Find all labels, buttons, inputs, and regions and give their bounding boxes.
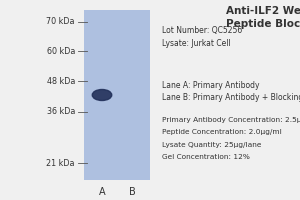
Text: Lane A: Primary Antibody: Lane A: Primary Antibody xyxy=(162,81,260,90)
Text: Peptide Concentration: 2.0µg/ml: Peptide Concentration: 2.0µg/ml xyxy=(162,129,282,135)
Text: 21 kDa: 21 kDa xyxy=(46,158,75,168)
Text: B: B xyxy=(129,187,135,197)
Ellipse shape xyxy=(92,90,112,100)
Text: Primary Antibody Concentration: 2.5µg/ml: Primary Antibody Concentration: 2.5µg/ml xyxy=(162,117,300,123)
Text: 70 kDa: 70 kDa xyxy=(46,18,75,26)
Text: Gel Concentration: 12%: Gel Concentration: 12% xyxy=(162,154,250,160)
Text: Lysate: Jurkat Cell: Lysate: Jurkat Cell xyxy=(162,38,231,47)
Text: 36 kDa: 36 kDa xyxy=(46,108,75,116)
Text: Lot Number: QC5256: Lot Number: QC5256 xyxy=(162,26,242,36)
Text: 60 kDa: 60 kDa xyxy=(46,46,75,55)
Bar xyxy=(84,10,150,180)
Text: Anti-ILF2 Western Blot &
Peptide Block Validation: Anti-ILF2 Western Blot & Peptide Block V… xyxy=(226,6,300,29)
Text: A: A xyxy=(99,187,105,197)
Text: 48 kDa: 48 kDa xyxy=(46,76,75,86)
Text: Lysate Quantity: 25µg/lane: Lysate Quantity: 25µg/lane xyxy=(162,142,261,148)
Text: Lane B: Primary Antibody + Blocking Peptide: Lane B: Primary Antibody + Blocking Pept… xyxy=(162,92,300,102)
